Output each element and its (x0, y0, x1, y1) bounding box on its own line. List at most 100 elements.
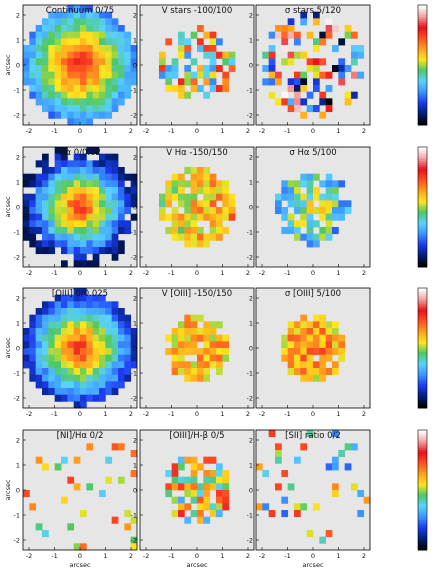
map-pixel (29, 361, 37, 369)
colorbar-step (418, 215, 427, 218)
colorbar-step (418, 362, 427, 365)
map-pixel (67, 58, 75, 66)
map-pixel (42, 200, 49, 208)
map-pixel (35, 200, 43, 208)
map-pixel (197, 496, 204, 504)
map-pixel (92, 388, 100, 396)
map-pixel (105, 308, 113, 316)
map-pixel (61, 240, 68, 248)
map-pixel (73, 85, 81, 93)
map-pixel (105, 247, 113, 255)
map-pixel (80, 187, 87, 195)
map-pixel (216, 187, 223, 195)
map-pixel (124, 173, 132, 181)
colorbar-step (418, 237, 427, 240)
map-pixel (300, 173, 308, 181)
map-pixel (228, 193, 236, 201)
map-pixel (209, 58, 217, 66)
map-pixel (99, 160, 106, 168)
map-pixel (99, 51, 106, 59)
map-pixel (80, 153, 87, 161)
map-pixel (300, 200, 308, 208)
map-pixel (216, 503, 223, 511)
map-pixel (73, 173, 81, 181)
map-pixel (222, 71, 230, 79)
map-pixel (73, 388, 81, 396)
map-pixel (294, 510, 301, 518)
colorbar-step (418, 544, 427, 547)
map-pixel (61, 394, 68, 402)
map-pixel (48, 167, 56, 175)
colorbar-step (418, 123, 427, 126)
y-tick-label: 1 (133, 36, 137, 44)
y-tick-label: 2 (249, 294, 253, 302)
map-pixel (351, 31, 358, 39)
map-pixel (118, 334, 125, 342)
map-pixel (262, 470, 270, 478)
colorbar-step (418, 322, 427, 325)
colorbar-step (418, 241, 427, 244)
map-pixel (80, 213, 87, 221)
y-tick-label: 1 (16, 178, 20, 186)
map-pixel (86, 260, 94, 268)
y-axis-label: arcsec (4, 337, 12, 358)
map-pixel (203, 334, 211, 342)
y-tick-label: 0 (133, 203, 137, 211)
map-pixel (209, 328, 217, 336)
map-pixel (124, 91, 132, 99)
map-pixel (92, 65, 100, 73)
map-pixel (197, 463, 204, 471)
map-pixel (42, 334, 49, 342)
map-pixel (209, 341, 217, 349)
map-pixel (86, 58, 94, 66)
map-pixel (300, 328, 308, 336)
map-pixel (268, 91, 276, 99)
y-tick-label: -2 (131, 394, 137, 402)
map-pixel (197, 361, 204, 369)
map-pixel (118, 71, 125, 79)
map-pixel (61, 260, 68, 268)
map-pixel (178, 38, 185, 46)
map-pixel (197, 354, 204, 362)
map-pixel (23, 213, 30, 221)
map-pixel (48, 314, 56, 322)
map-pixel (86, 328, 94, 336)
map-pixel (178, 456, 185, 464)
map-pixel (222, 85, 230, 93)
map-pixel (216, 180, 223, 188)
map-pixel (313, 314, 320, 322)
map-pixel (86, 388, 94, 396)
y-tick-label: -2 (14, 536, 20, 544)
x-tick-label: -1 (51, 552, 57, 560)
colorbar-step (418, 526, 427, 529)
map-pixel (178, 328, 185, 336)
map-pixel (61, 341, 68, 349)
map-pixel (67, 207, 75, 215)
map-pixel (306, 207, 314, 215)
y-tick-label: 1 (16, 319, 20, 327)
x-tick-label: 0 (195, 269, 199, 277)
colorbar-step (418, 149, 427, 152)
y-tick-label: 0 (16, 344, 20, 352)
map-pixel (319, 207, 327, 215)
map-pixel (294, 321, 301, 329)
map-pixel (48, 328, 56, 336)
colorbar-step (418, 19, 427, 22)
map-pixel (178, 85, 185, 93)
colorbar-step (418, 157, 427, 160)
map-pixel (124, 368, 132, 376)
map-pixel (42, 328, 49, 336)
map-pixel (73, 5, 81, 13)
map-pixel (35, 187, 43, 195)
map-pixel (209, 65, 217, 73)
map-pixel (105, 98, 113, 106)
map-pixel (190, 213, 198, 221)
map-pixel (184, 227, 192, 235)
map-pixel (80, 240, 87, 248)
map-pixel (338, 65, 346, 73)
map-pixel (73, 105, 81, 113)
map-pixel (332, 348, 339, 356)
colorbar-step (418, 394, 427, 397)
